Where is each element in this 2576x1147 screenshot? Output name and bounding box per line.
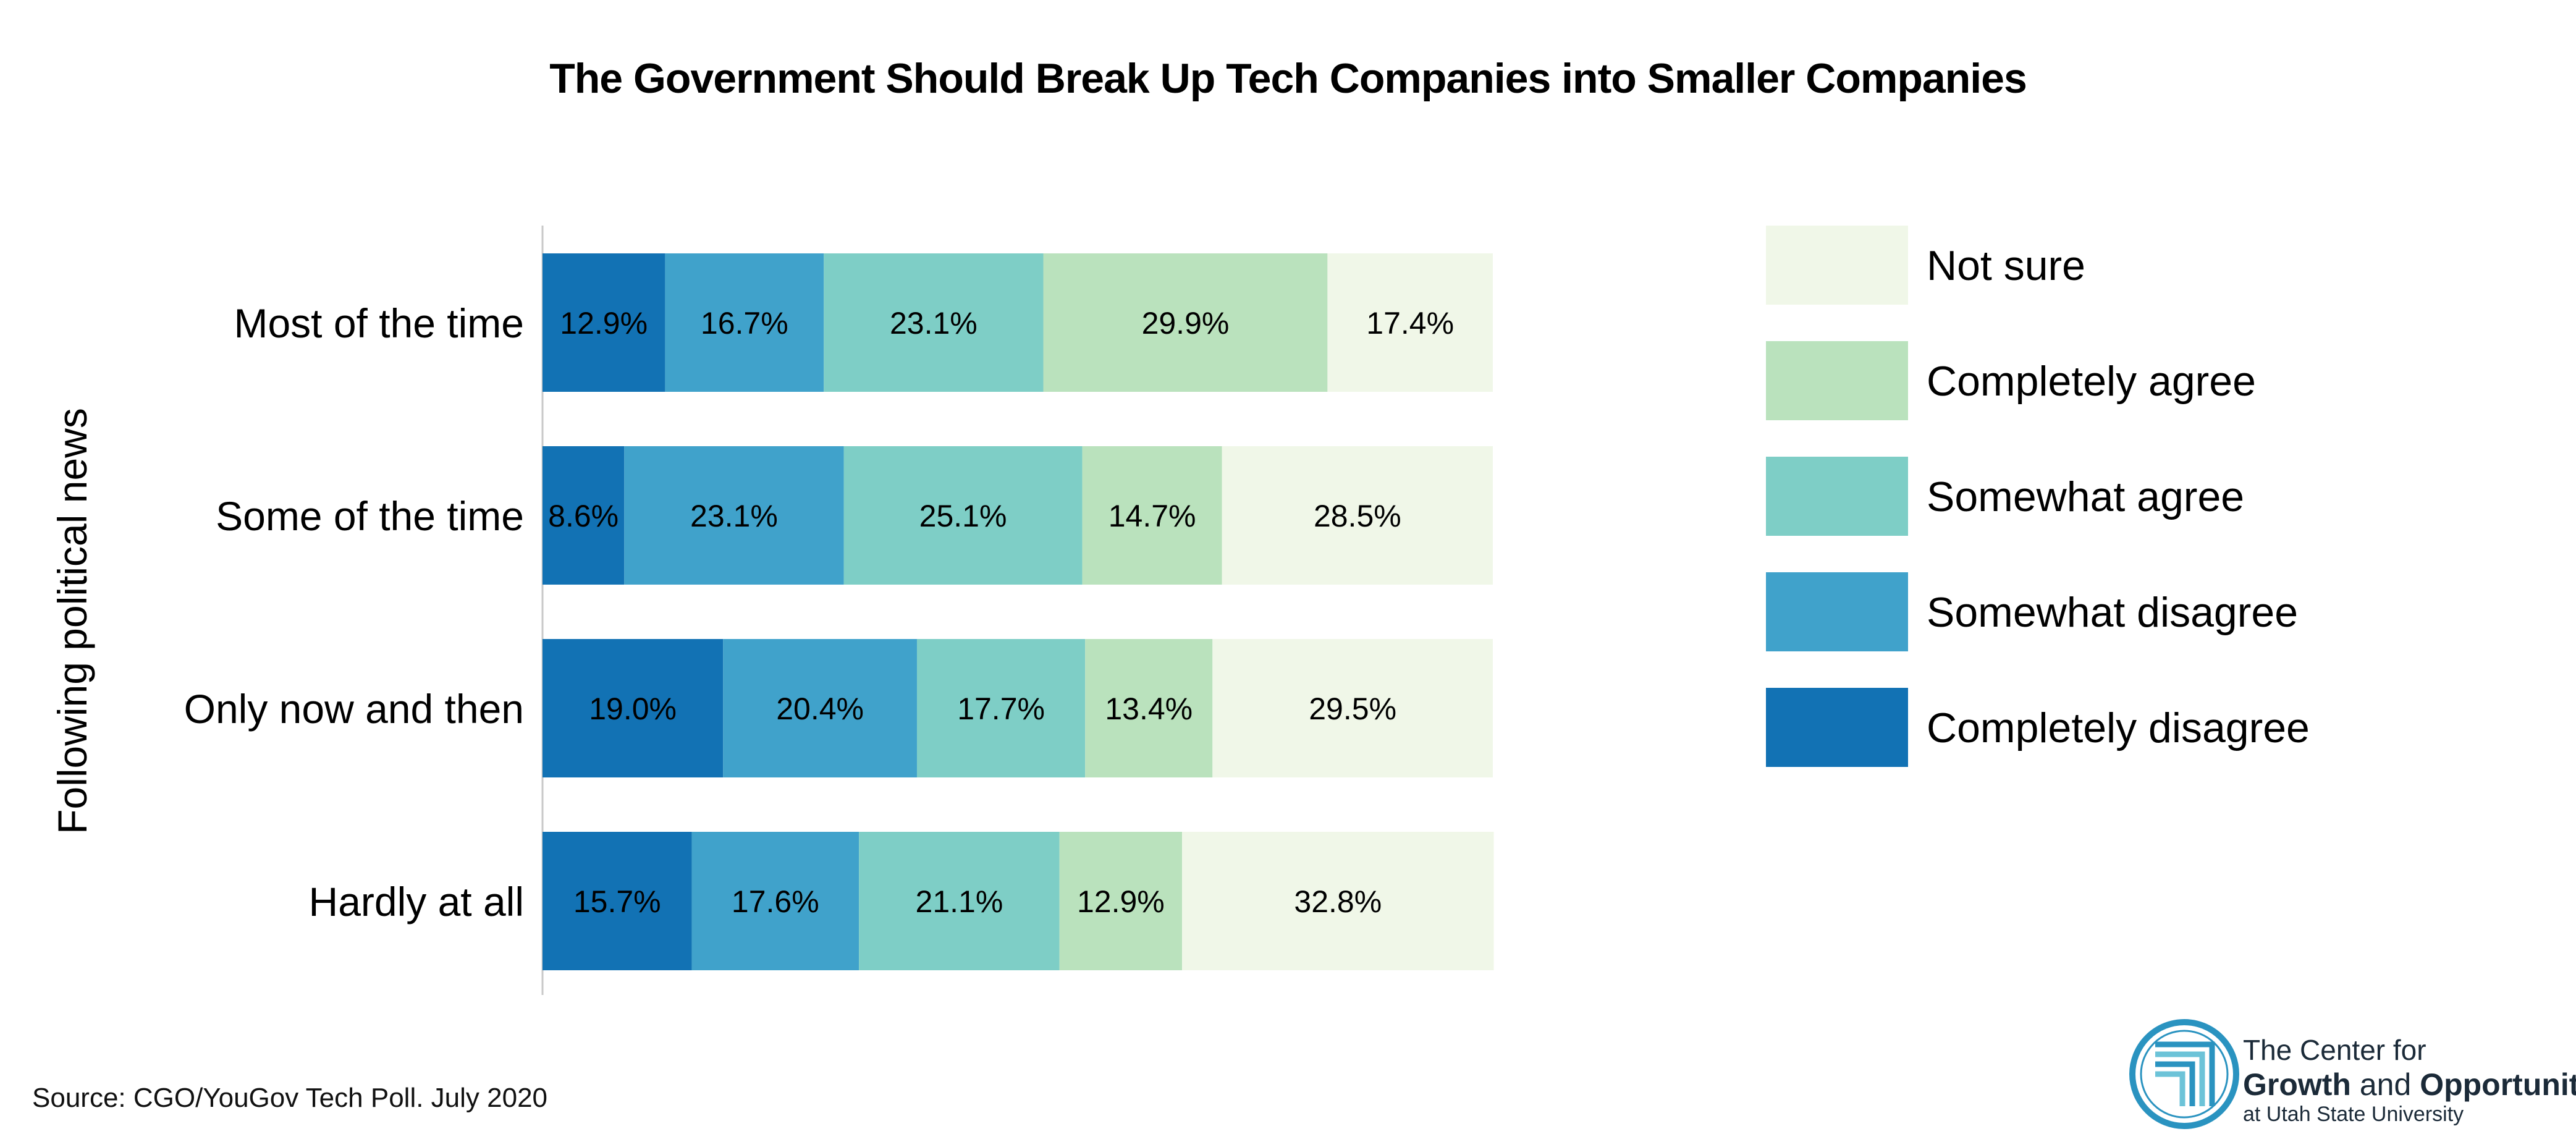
data-label: 29.5% — [1309, 692, 1396, 726]
logo-opportunity: Opportunity — [2420, 1067, 2576, 1102]
legend-swatch — [1766, 457, 1908, 536]
stacked-bar-chart: Following political news Most of the time… — [49, 226, 2310, 995]
logo-line-3: at Utah State University — [2243, 1103, 2464, 1126]
data-label: 28.5% — [1314, 499, 1401, 533]
data-label: 12.9% — [560, 306, 648, 341]
data-label: 21.1% — [916, 884, 1003, 919]
logo-line-2: Growth and Opportunity — [2243, 1067, 2576, 1103]
chart-title: The Government Should Break Up Tech Comp… — [549, 55, 2027, 102]
legend-label: Completely agree — [1927, 358, 2256, 405]
legend-label: Somewhat agree — [1927, 473, 2244, 520]
bar-segment — [691, 832, 859, 970]
bar-segment — [543, 446, 625, 585]
bar-segment — [1212, 639, 1493, 777]
source-note: Source: CGO/YouGov Tech Poll. July 2020 — [32, 1083, 548, 1113]
bar-segment — [843, 446, 1083, 585]
bar-segment — [1327, 253, 1493, 392]
data-label: 20.4% — [776, 692, 864, 726]
legend-swatch — [1766, 341, 1908, 420]
bar-segment — [1043, 253, 1328, 392]
bar-segment — [859, 832, 1060, 970]
bar-segment — [543, 832, 692, 970]
data-label: 8.6% — [548, 499, 619, 533]
data-label: 15.7% — [573, 884, 661, 919]
category-label: Most of the time — [234, 300, 524, 346]
logo-and: and — [2350, 1067, 2420, 1102]
cgo-logo: The Center for Growth and Opportunity at… — [2126, 976, 2576, 1137]
bar-segment — [1059, 832, 1183, 970]
data-label: 16.7% — [701, 306, 788, 341]
bar-segment — [1222, 446, 1493, 585]
bar-segment — [916, 639, 1086, 777]
bar-segment — [1085, 639, 1213, 777]
legend-swatch — [1766, 226, 1908, 305]
bar-segment — [624, 446, 844, 585]
category-label: Only now and then — [184, 686, 524, 732]
bar-segment — [723, 639, 917, 777]
legend-label: Somewhat disagree — [1927, 589, 2298, 636]
data-label: 17.6% — [732, 884, 819, 919]
data-label: 23.1% — [690, 499, 778, 533]
bar-segment — [665, 253, 824, 392]
data-label: 25.1% — [919, 499, 1007, 533]
data-label: 23.1% — [890, 306, 978, 341]
data-label: 19.0% — [589, 692, 677, 726]
category-label: Some of the time — [216, 493, 524, 539]
category-label: Hardly at all — [309, 879, 524, 925]
bar-segment — [1182, 832, 1494, 970]
legend-label: Completely disagree — [1927, 705, 2310, 751]
bar-segment — [543, 639, 724, 777]
data-label: 12.9% — [1077, 884, 1165, 919]
logo-growth: Growth — [2243, 1067, 2351, 1102]
data-label: 29.9% — [1142, 306, 1230, 341]
legend-swatch — [1766, 572, 1908, 651]
legend-label: Not sure — [1927, 242, 2085, 289]
data-label: 32.8% — [1294, 884, 1382, 919]
cgo-logo-icon — [2129, 1019, 2239, 1129]
bar-segment — [543, 253, 665, 392]
y-axis-title: Following political news — [49, 408, 95, 834]
bar-segment — [1082, 446, 1222, 585]
bar-segment — [824, 253, 1044, 392]
logo-line-1: The Center for — [2243, 1034, 2426, 1066]
data-label: 13.4% — [1105, 692, 1193, 726]
data-label: 14.7% — [1109, 499, 1196, 533]
legend-swatch — [1766, 688, 1908, 767]
data-label: 17.7% — [957, 692, 1045, 726]
data-label: 17.4% — [1366, 306, 1454, 341]
